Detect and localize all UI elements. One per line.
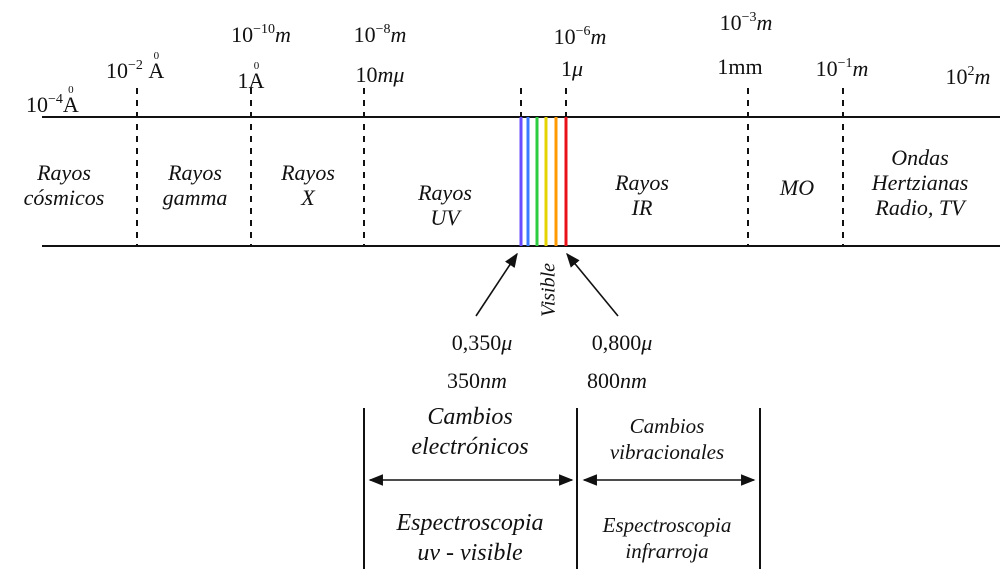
- wavelength-label-1e-6-m: 10−6m: [553, 24, 607, 49]
- label-exponent: −8: [375, 22, 391, 37]
- band-line: Rayos: [37, 160, 91, 185]
- band-line: IR: [631, 195, 653, 220]
- label-exponent: −4: [48, 92, 63, 107]
- label-text: 1mm: [717, 54, 763, 79]
- section-line: uv - visible: [417, 540, 523, 566]
- band-line: X: [301, 185, 315, 210]
- label-exponent: −1: [837, 56, 853, 71]
- label-unit: m: [974, 64, 991, 89]
- limit-number: 350: [447, 368, 481, 393]
- wavelength-label-1e-4-angstrom: 10−4A 0: [26, 85, 79, 117]
- limit-unit: nm: [620, 368, 647, 393]
- limit-unit: μ: [501, 330, 513, 355]
- band-microwaves: MO: [780, 175, 814, 200]
- wavelength-label-1e-1-m: 10−1m: [815, 56, 869, 81]
- vibrational-changes-title: Cambios vibracionales: [610, 413, 724, 465]
- arrow-to-visible-low: [475, 252, 518, 317]
- band-line: cósmicos: [23, 185, 105, 210]
- section-line: Cambios: [629, 414, 705, 438]
- band-line: MO: [779, 175, 815, 200]
- band-line: Radio, TV: [875, 195, 965, 220]
- limit-number: 800: [587, 368, 621, 393]
- band-line: Rayos: [615, 170, 669, 195]
- label-unit: m: [390, 22, 407, 47]
- label-unit: μ: [571, 56, 584, 81]
- limit-unit: nm: [480, 368, 507, 393]
- band-line: Rayos: [418, 180, 472, 205]
- wavelength-label-1e-10-m: 10−10m: [231, 22, 291, 47]
- label-base: 10: [945, 64, 968, 89]
- wavelength-label-1e-3-m: 10−3m: [719, 10, 773, 35]
- label-base: 10: [815, 56, 838, 81]
- label-exponent: −6: [575, 24, 591, 39]
- section-line: electrónicos: [411, 434, 529, 460]
- electronic-spectroscopy-label: Espectroscopia uv - visible: [396, 508, 543, 568]
- label-base: 10: [719, 10, 742, 35]
- limit-number: 0,800: [591, 330, 642, 355]
- label-unit: m: [590, 24, 607, 49]
- label-base: 10: [353, 22, 376, 47]
- visible-limit-high-nm: 800nm: [587, 370, 647, 392]
- wavelength-label-1e-8-m: 10−8m: [353, 22, 407, 47]
- angstrom-ring: 0: [253, 60, 260, 72]
- label-base: 10: [106, 58, 128, 83]
- vibrational-spectroscopy-label: Espectroscopia infrarroja: [603, 512, 732, 564]
- label-base: 10: [26, 92, 48, 117]
- wavelength-label-1mm: 1mm: [717, 56, 762, 78]
- angstrom-symbol: A: [62, 92, 79, 117]
- section-line: Cambios: [427, 404, 513, 430]
- wavelength-label-10-millimicron: 10mμ: [356, 64, 405, 86]
- electronic-changes-title: Cambios electrónicos: [411, 402, 528, 462]
- label-exponent: −2: [128, 58, 143, 73]
- wavelength-label-1-angstrom: 1A 0: [237, 61, 265, 93]
- section-line: vibracionales: [609, 440, 725, 464]
- label-exponent: −10: [253, 22, 276, 37]
- band-line: UV: [430, 205, 460, 230]
- band-gamma-rays: Rayos gamma: [163, 160, 228, 210]
- label-base: 10: [231, 22, 254, 47]
- limit-unit: μ: [641, 330, 653, 355]
- band-hertzian-waves: Ondas Hertzianas Radio, TV: [872, 145, 969, 220]
- visible-limit-high-micro: 0,800μ: [592, 332, 653, 354]
- section-line: infrarroja: [625, 539, 709, 563]
- label-base: 10: [553, 24, 576, 49]
- band-line: gamma: [162, 185, 228, 210]
- visible-limit-low-nm: 350nm: [447, 370, 507, 392]
- angstrom-ring: 0: [153, 50, 160, 62]
- band-x-rays: Rayos X: [281, 160, 335, 210]
- band-line: Hertzianas: [871, 170, 969, 195]
- band-line: Ondas: [891, 145, 949, 170]
- visible-label: Visible: [537, 262, 560, 318]
- label-exponent: −3: [741, 10, 757, 25]
- label-unit: m: [852, 56, 869, 81]
- label-prefix: 1: [560, 56, 572, 81]
- angstrom-symbol: A: [248, 68, 265, 93]
- wavelength-label-1-micron: 1μ: [561, 58, 583, 80]
- band-uv-rays: Rayos UV: [418, 180, 472, 230]
- band-cosmic-rays: Rayos cósmicos: [24, 160, 105, 210]
- label-unit: m: [275, 22, 291, 47]
- limit-number: 0,350: [451, 330, 502, 355]
- label-unit: m: [756, 10, 773, 35]
- section-line: Espectroscopia: [602, 513, 732, 537]
- wavelength-label-1e2-m: 102m: [945, 64, 991, 89]
- section-line: Espectroscopia: [396, 510, 544, 536]
- visible-limit-low-micro: 0,350μ: [452, 332, 513, 354]
- angstrom-symbol: A: [148, 58, 165, 83]
- band-ir-rays: Rayos IR: [615, 170, 669, 220]
- label-exponent: 2: [967, 64, 975, 79]
- arrow-to-visible-high: [566, 252, 619, 317]
- label-prefix: 1: [237, 68, 249, 93]
- band-line: Rayos: [168, 160, 222, 185]
- label-unit: mμ: [377, 62, 405, 87]
- band-line: Rayos: [281, 160, 335, 185]
- angstrom-ring: 0: [68, 84, 74, 96]
- label-prefix: 10: [355, 62, 378, 87]
